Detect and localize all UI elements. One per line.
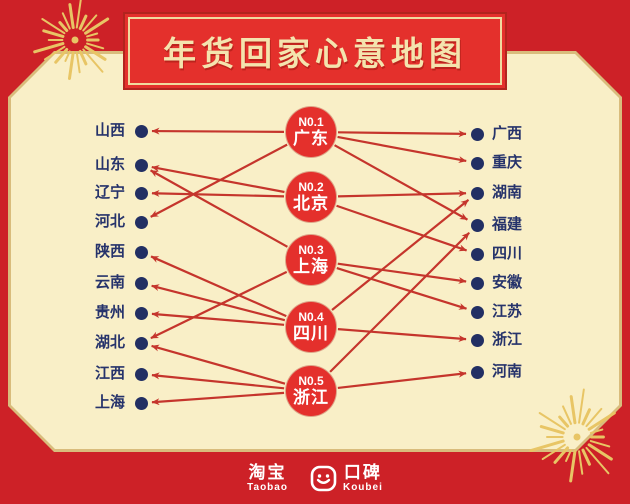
arrow-浙江-湖北 [151, 344, 286, 385]
right-province-dot [470, 365, 484, 379]
arrow-广东-广西 [337, 130, 467, 138]
arrow-浙江-河南 [337, 370, 467, 390]
left-province-dot [134, 245, 148, 259]
arrow-北京-山东 [151, 164, 285, 194]
rank-number: N0.1 [298, 115, 324, 129]
arrow-上海-安徽 [337, 262, 467, 284]
arrow-北京-四川 [336, 204, 468, 252]
rank-number: N0.3 [298, 243, 324, 257]
left-province-label: 山西 [94, 122, 125, 139]
right-province-dot [470, 218, 484, 232]
arrow-四川-贵州 [151, 311, 285, 326]
left-province-dot [134, 367, 148, 381]
rank-number: N0.2 [298, 180, 324, 194]
left-province-label: 辽宁 [94, 184, 125, 201]
right-province-label: 广西 [492, 125, 523, 142]
arrow-广东-山西 [151, 127, 285, 135]
arrow-四川-湖南 [331, 199, 470, 311]
right-province-dot [470, 276, 484, 290]
rank-number: N0.4 [298, 310, 324, 324]
rank-circle-N0.4: N0.4 四川 [286, 302, 336, 352]
right-province-label: 湖南 [492, 184, 523, 201]
left-province-label: 河北 [94, 213, 125, 230]
left-province-label: 贵州 [94, 304, 125, 321]
arrow-浙江-上海 [151, 391, 285, 406]
rank-province: 广东 [293, 129, 329, 148]
taobao-logo: 淘宝 Taobao [247, 462, 288, 493]
taobao-logo-cn: 淘宝 [248, 462, 287, 482]
right-province-label: 福建 [492, 216, 523, 233]
rank-circle-N0.2: N0.2 北京 [286, 172, 336, 222]
arrow-四川-浙江 [337, 328, 467, 343]
rank-circle-N0.1: N0.1 广东 [286, 107, 336, 157]
arrow-四川-云南 [151, 284, 286, 322]
rank-province: 上海 [293, 257, 329, 276]
firework-bottom-right-icon [529, 388, 616, 483]
right-province-label: 河南 [492, 363, 523, 380]
rank-province: 浙江 [293, 388, 329, 407]
left-province-label: 陕西 [94, 243, 125, 260]
right-province-label: 四川 [492, 245, 523, 262]
left-province-label: 云南 [94, 274, 125, 291]
koubei-logo: 口碑 Koubei [310, 462, 383, 493]
arrow-北京-湖南 [337, 189, 467, 198]
right-province-dot [470, 305, 484, 319]
right-province-label: 浙江 [492, 331, 523, 348]
title-banner: 年货回家心意地图 [123, 12, 507, 90]
arrow-广东-福建 [334, 144, 468, 221]
arrow-浙江-福建 [329, 232, 470, 373]
left-province-label: 山东 [94, 156, 125, 173]
left-province-label: 江西 [94, 365, 125, 382]
left-province-label: 湖北 [94, 334, 125, 351]
left-province-dot [134, 215, 148, 229]
right-province-label: 安徽 [492, 274, 523, 291]
arrow-浙江-江西 [151, 372, 285, 390]
left-province-dot [134, 396, 148, 410]
rank-circle-N0.3: N0.3 上海 [286, 235, 336, 285]
arrow-上海-江苏 [336, 267, 467, 310]
right-province-dot [470, 247, 484, 261]
title-banner-frame: 年货回家心意地图 [128, 17, 502, 85]
right-province-dot [470, 156, 484, 170]
left-province-dot [134, 336, 148, 350]
koubei-logo-en: Koubei [342, 481, 383, 493]
left-province-dot [134, 306, 148, 320]
rank-circle-N0.5: N0.5 浙江 [286, 366, 336, 416]
rank-province: 北京 [293, 194, 329, 213]
right-province-label: 重庆 [492, 154, 523, 171]
arrow-广东-重庆 [337, 135, 467, 164]
right-province-dot [470, 127, 484, 141]
arrow-上海-山东 [150, 169, 288, 248]
right-province-label: 江苏 [492, 303, 523, 320]
left-province-dot [134, 276, 148, 290]
arrow-北京-辽宁 [151, 189, 285, 198]
koubei-logo-cn: 口碑 [343, 462, 382, 482]
rank-province: 四川 [293, 324, 329, 343]
left-province-dot [134, 158, 148, 172]
taobao-logo-en: Taobao [247, 481, 288, 493]
left-province-dot [134, 124, 148, 138]
firework-top-left-icon [33, 0, 110, 80]
arrow-四川-陕西 [150, 255, 287, 318]
koubei-smiley-icon [310, 465, 337, 491]
left-province-dot [134, 186, 148, 200]
footer-logos: 淘宝 Taobao 口碑 Koubei [0, 452, 630, 504]
rank-number: N0.5 [298, 374, 324, 388]
left-province-label: 上海 [94, 394, 125, 411]
arrow-上海-湖北 [150, 270, 288, 340]
right-province-dot [470, 186, 484, 200]
page-title: 年货回家心意地图 [163, 35, 467, 72]
right-province-dot [470, 333, 484, 347]
